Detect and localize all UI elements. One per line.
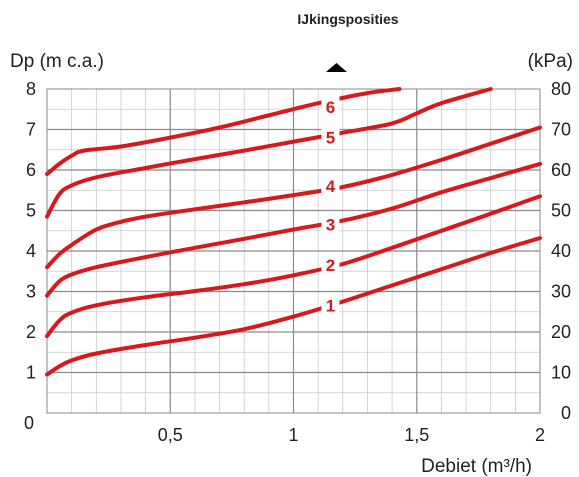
series-line-2 <box>45 194 542 339</box>
series-line-4 <box>45 125 542 270</box>
y-left-tick-label: 5 <box>26 201 36 221</box>
y-right-tick-label: 0 <box>561 403 571 423</box>
series-line-1 <box>45 236 542 377</box>
plot-frame <box>46 88 541 414</box>
curve-label-bg-3 <box>321 213 340 234</box>
y-left-tick-label: 8 <box>26 79 36 99</box>
y-right-tick-label: 50 <box>551 201 571 221</box>
y-right-tick-label: 20 <box>551 322 571 342</box>
y-left-tick-label: 4 <box>26 241 36 261</box>
y-right-tick-label: 60 <box>551 160 571 180</box>
y-right-tick-label: 80 <box>551 79 571 99</box>
origin-tick-label: 0 <box>24 413 34 433</box>
curve-label-3: 3 <box>326 216 335 235</box>
y-left-tick-label: 3 <box>26 282 36 302</box>
y-left-tick-label: 1 <box>26 363 36 383</box>
y-left-tick-label: 2 <box>26 322 36 342</box>
up-arrow-icon <box>326 63 347 72</box>
curve-label-bg-5 <box>321 126 340 147</box>
series-line-5 <box>45 87 493 219</box>
x-tick-label: 0,5 <box>158 425 183 445</box>
series-line-3 <box>45 161 542 298</box>
y-axis-left-title: Dp (m c.a.) <box>10 51 104 72</box>
curve-label-bg-1 <box>321 294 340 315</box>
y-right-tick-label: 30 <box>551 282 571 302</box>
curve-label-4: 4 <box>326 177 336 196</box>
curve-label-5: 5 <box>326 129 335 148</box>
chart-title: IJkingsposities <box>297 11 398 27</box>
x-tick-label: 1 <box>288 425 298 445</box>
y-right-tick-label: 70 <box>551 120 571 140</box>
curve-labels: 1 2 3 4 5 6 <box>321 96 340 316</box>
y-left-tick-label: 7 <box>26 120 36 140</box>
curve-label-bg-4 <box>321 175 340 196</box>
curve-label-1: 1 <box>326 297 335 316</box>
curve-label-6: 6 <box>326 98 335 117</box>
curve-label-bg-2 <box>321 254 340 275</box>
y-right-tick-label: 40 <box>551 241 571 261</box>
x-axis-title: Debiet (m³/h) <box>421 456 532 477</box>
x-tick-label: 2 <box>535 425 545 445</box>
y-right-tick-label: 10 <box>551 363 571 383</box>
y-axis-right-title: (kPa) <box>528 51 573 72</box>
x-tick-label: 1,5 <box>404 425 429 445</box>
curve-label-bg-6 <box>321 96 340 117</box>
curve-label-2: 2 <box>326 256 335 275</box>
y-left-tick-label: 6 <box>26 160 36 180</box>
